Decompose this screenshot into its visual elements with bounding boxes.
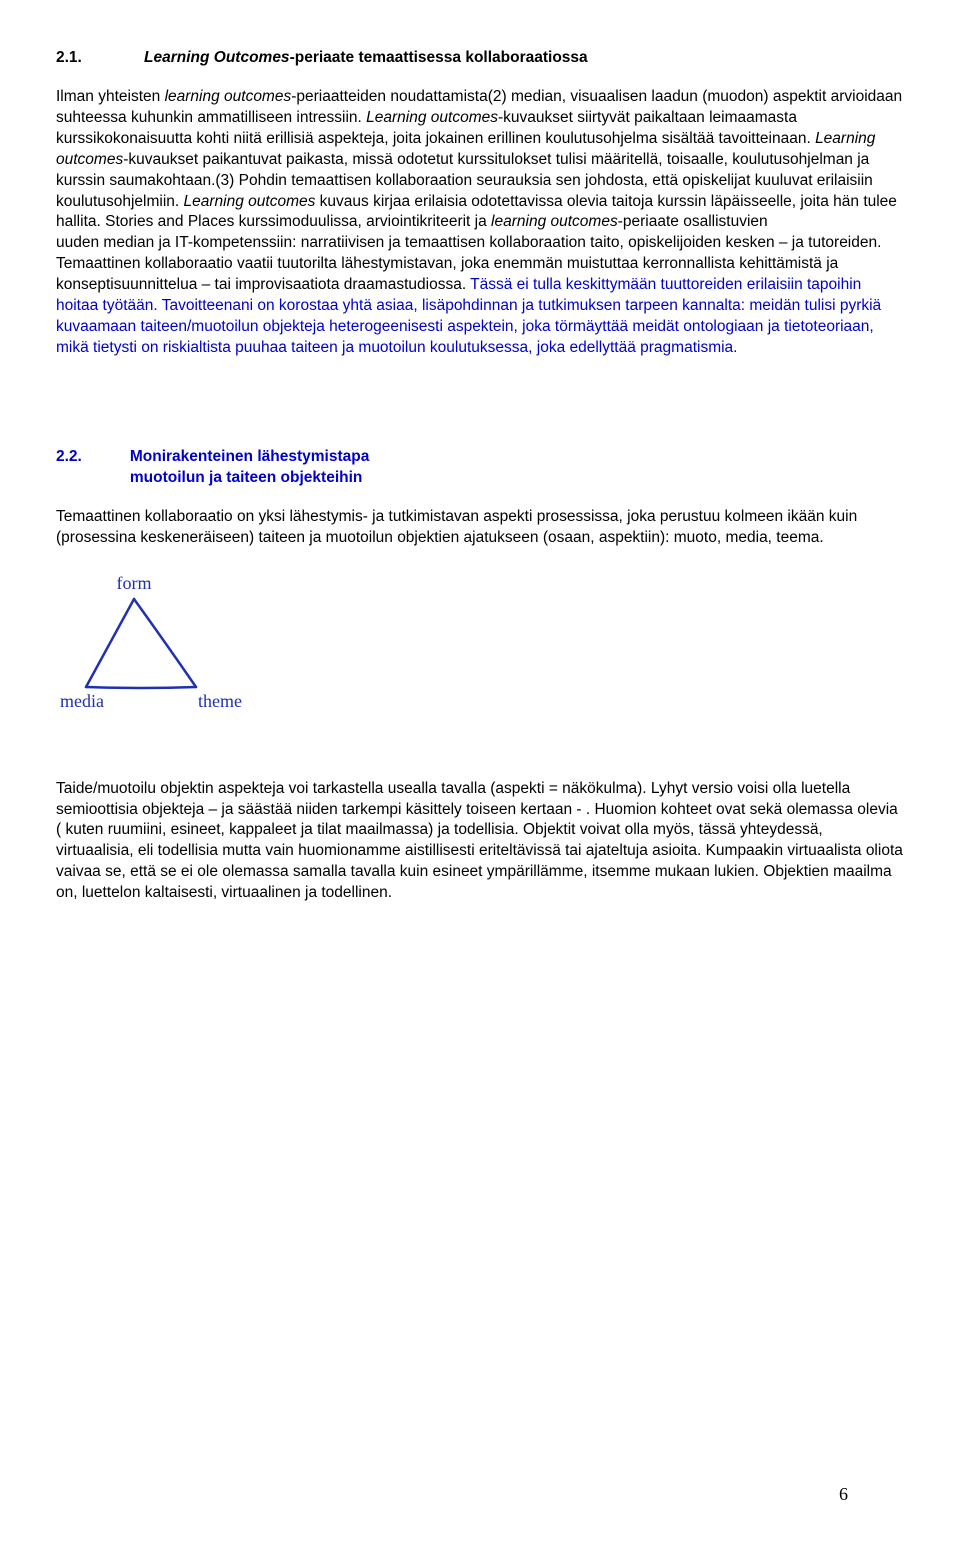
svg-text:form: form <box>117 573 152 593</box>
section-22-intro: Temaattinen kollaboraatio on yksi lähest… <box>56 507 904 549</box>
section-title-line2: muotoilun ja taiteen objekteihin <box>130 468 369 489</box>
section-title: Learning Outcomes-periaate temaattisessa… <box>144 48 588 69</box>
svg-text:theme: theme <box>198 691 242 711</box>
section-title-line1: Monirakenteinen lähestymistapa <box>130 447 369 468</box>
form-media-theme-triangle: form media theme <box>56 567 904 717</box>
section-22-body: Taide/muotoilu objektin aspekteja voi ta… <box>56 779 904 905</box>
section-number: 2.1. <box>56 48 96 69</box>
section-21-body: Ilman yhteisten learning outcomes-periaa… <box>56 87 904 359</box>
section-number: 2.2. <box>56 447 82 489</box>
page-number: 6 <box>839 1482 848 1506</box>
section-title: Monirakenteinen lähestymistapa muotoilun… <box>130 447 369 489</box>
svg-text:media: media <box>60 691 104 711</box>
section-title-rest: -periaate temaattisessa kollaboraatiossa <box>290 49 588 66</box>
section-title-italic: Learning Outcomes <box>144 49 290 66</box>
